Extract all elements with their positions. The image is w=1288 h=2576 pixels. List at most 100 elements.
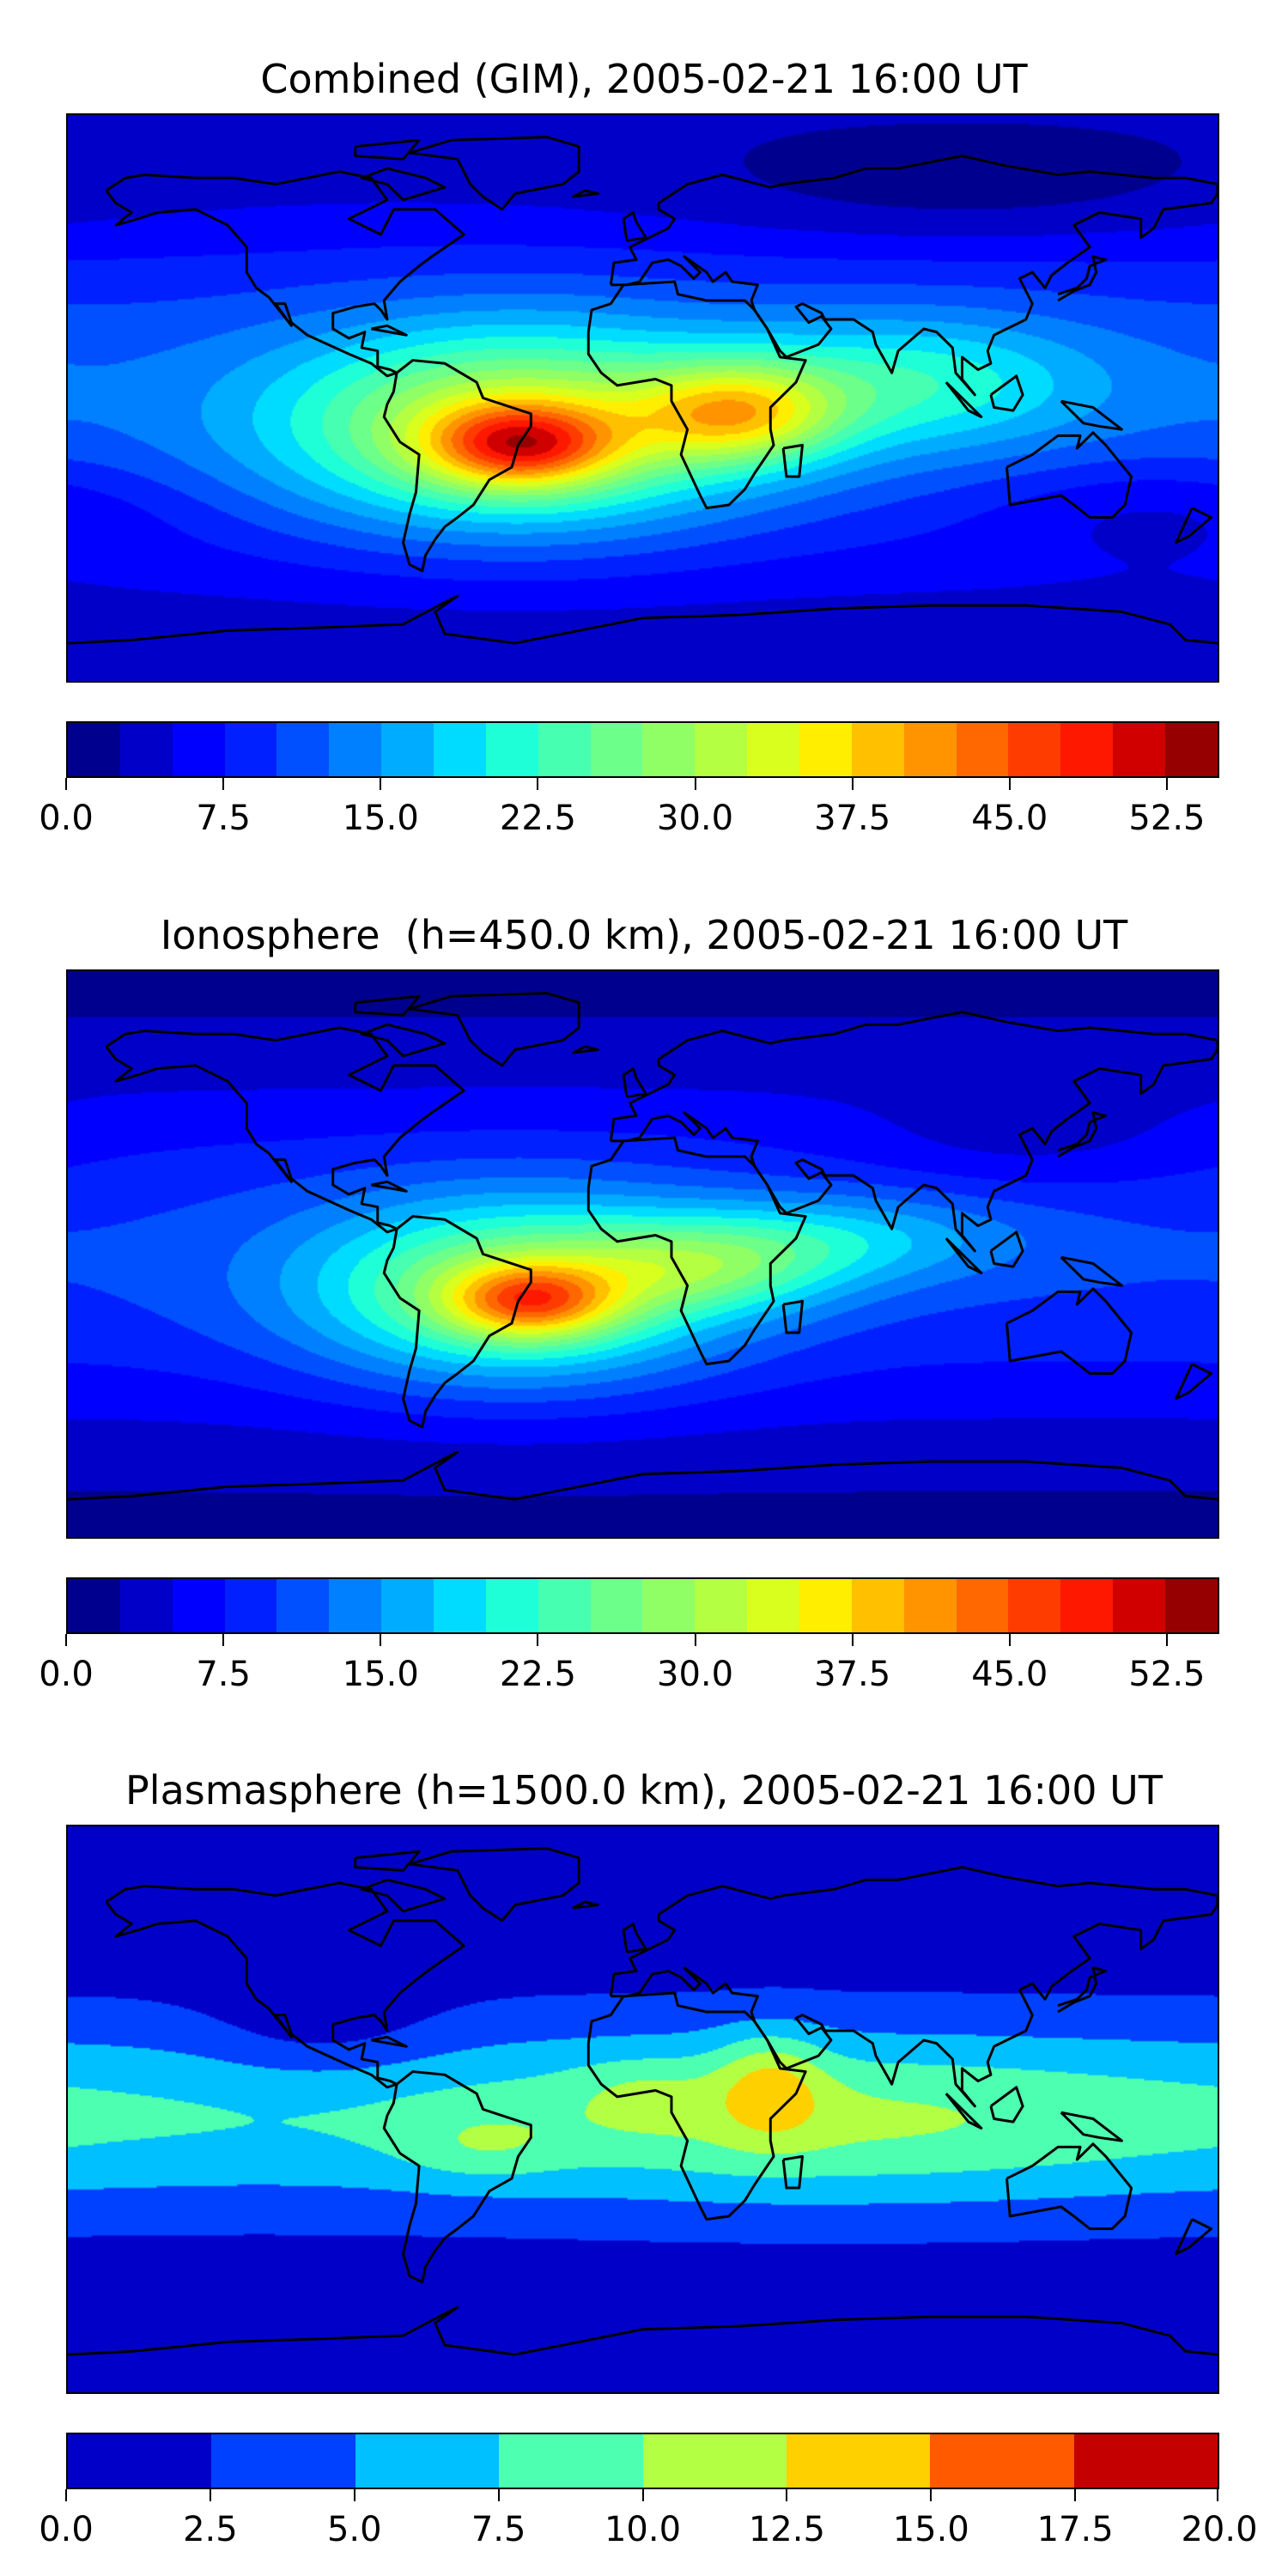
coastlines [68,115,1218,681]
coastline [1007,1289,1132,1374]
coastline [783,445,802,477]
coastline [588,282,805,508]
coastline [68,1452,1218,1499]
coastlines [68,1826,1218,2392]
colorbar-bin [799,723,852,776]
coastline [410,993,579,1066]
colorbar-bin [903,723,957,776]
colorbar-tick-label: 22.5 [499,799,576,838]
coastline [573,1047,598,1053]
colorbar-tick [353,2489,355,2501]
coastline [1176,1364,1212,1399]
colorbar-bin [1060,1579,1114,1632]
colorbar-bin [799,1579,852,1632]
colorbar-tick [65,2489,67,2501]
colorbar-bin [695,723,748,776]
colorbar-tick-label: 7.5 [471,2510,526,2549]
coastline [68,596,1218,643]
colorbar-bin [276,1579,330,1632]
coastline [1061,401,1122,429]
colorbar-bin [851,1579,904,1632]
colorbar-tick [209,2489,211,2501]
coastline [410,137,579,210]
colorbar-bin [119,1579,173,1632]
colorbar-bin [956,1579,1009,1632]
panel-plasmasphere: Plasmasphere (h=1500.0 km), 2005-02-21 1… [0,1711,1288,2567]
colorbar-tick [537,1634,539,1646]
colorbar-bin [499,2434,643,2488]
coastline [1007,2144,1132,2229]
contour-field [68,1826,1218,2392]
colorbar-tick-label: 17.5 [1036,2510,1114,2549]
colorbar-bin [1073,2434,1218,2488]
colorbar-tick [851,1634,854,1646]
coastline [573,191,598,197]
colorbar-bin [747,1579,800,1632]
colorbar-bin [434,723,486,776]
colorbar-tick-label: 15.0 [892,2510,969,2549]
colorbar-tick-label: 22.5 [499,1655,576,1694]
colorbar-tick-label: 15.0 [342,799,419,838]
colorbar-tick [694,778,696,790]
coastline [1058,257,1106,301]
colorbar-tick [1074,2489,1077,2501]
colorbar-bin [224,723,277,776]
colorbar-bin [329,1579,382,1632]
coastline [371,325,406,335]
colorbar-bin [434,1579,486,1632]
coastline [68,2307,1218,2354]
colorbar [66,721,1219,778]
contour-field [68,971,1218,1537]
coastline [623,212,646,240]
coastline [783,2156,802,2188]
colorbar-bin [903,1579,957,1632]
colorbar-bin [538,1579,591,1632]
colorbar-bin [851,723,904,776]
colorbar-tick-label: 10.0 [604,2510,682,2549]
coastline [991,376,1023,410]
panel-combined: Combined (GIM), 2005-02-21 16:00 UT 0.0 7… [0,0,1288,855]
colorbar-tick [851,778,854,790]
colorbar-tick-label: 0.0 [39,799,94,838]
coastline [946,1238,981,1273]
coastline [384,361,531,571]
colorbar-bin [381,723,434,776]
colorbar-bin [68,2434,212,2488]
coastline [361,168,445,200]
coastline [783,1301,802,1333]
colorbar-tick [65,1634,67,1646]
coastline [355,996,419,1015]
colorbar-bin [1113,723,1166,776]
colorbar-tick-label: 20.0 [1181,2510,1258,2549]
coastline [611,156,1218,395]
coastline [991,2087,1023,2122]
colorbar-bin [172,723,225,776]
coastline [106,172,465,376]
coastline [1058,1968,1106,2012]
coastline [623,1068,646,1097]
colorbar-bin [1060,723,1114,776]
colorbar [66,2433,1219,2489]
colorbar-bin [485,723,538,776]
colorbar-tick [694,1634,696,1646]
colorbar-tick-label: 2.5 [183,2510,238,2549]
contour-map [66,1825,1219,2394]
colorbar-bin [329,723,382,776]
colorbar-bin [485,1579,538,1632]
colorbar-tick [1217,2489,1218,2501]
coastline [1058,1113,1106,1157]
colorbar-bin [276,723,330,776]
colorbar-tick [786,2489,788,2501]
colorbar-bin [930,2434,1074,2488]
colorbar-tick-label: 5.0 [326,2510,382,2549]
colorbar-bin [1008,723,1061,776]
colorbar-bin [68,1579,120,1632]
colorbar-tick-label: 52.5 [1128,799,1206,838]
colorbar-bin [1113,1579,1166,1632]
colorbar-tick-label: 30.0 [657,799,734,838]
colorbar-tick [380,1634,382,1646]
panel-ionosphere: Ionosphere (h=450.0 km), 2005-02-21 16:0… [0,856,1288,1711]
colorbar-tick-label: 37.5 [814,1655,891,1694]
colorbar-bin [695,1579,748,1632]
colorbar-tick-label: 7.5 [196,1655,251,1694]
